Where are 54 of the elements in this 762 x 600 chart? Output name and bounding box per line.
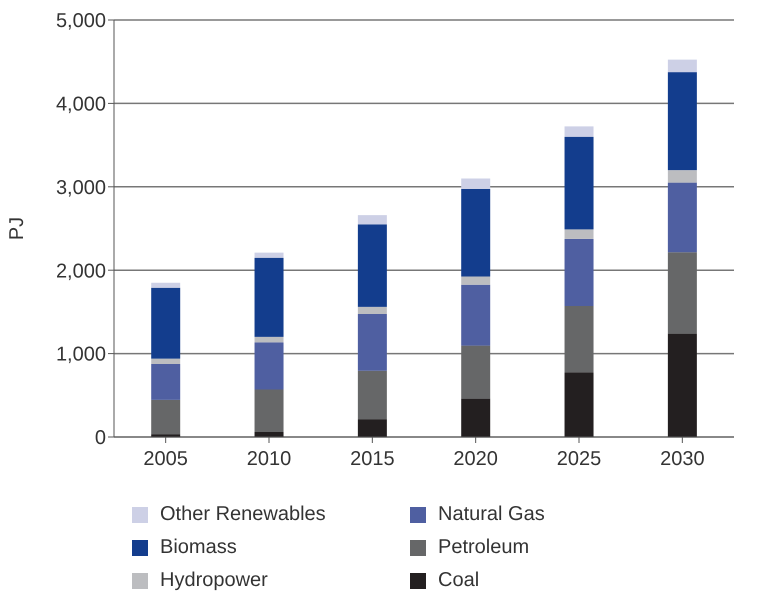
legend-label: Biomass bbox=[160, 536, 237, 559]
x-tick-label: 2030 bbox=[660, 448, 705, 470]
legend-label: Natural Gas bbox=[438, 503, 545, 526]
x-tick-label: 2010 bbox=[246, 448, 292, 470]
bar bbox=[461, 284, 490, 346]
bar bbox=[564, 229, 594, 239]
bar bbox=[358, 419, 387, 437]
bar bbox=[358, 215, 387, 224]
bar bbox=[668, 72, 697, 170]
legend-label: Other Renewables bbox=[160, 503, 326, 526]
x-tick-label: 2025 bbox=[556, 448, 602, 470]
bar bbox=[254, 342, 284, 390]
y-tick-label: 0 bbox=[94, 427, 106, 450]
bar bbox=[358, 306, 387, 314]
bar bbox=[461, 398, 490, 437]
bar bbox=[668, 252, 697, 334]
x-tick-label: 2005 bbox=[143, 448, 188, 470]
bar bbox=[254, 432, 284, 437]
y-tick-label: 3,000 bbox=[56, 176, 106, 199]
bar bbox=[254, 336, 284, 342]
bar bbox=[564, 306, 594, 372]
bar bbox=[668, 334, 697, 437]
legend-label: Hydropower bbox=[160, 569, 268, 592]
bar bbox=[461, 178, 490, 189]
legend-label: Petroleum bbox=[438, 536, 530, 559]
bar bbox=[151, 400, 180, 434]
y-tick-label: 1,000 bbox=[56, 344, 106, 366]
x-tick-label: 2015 bbox=[350, 448, 395, 470]
bar bbox=[358, 314, 387, 371]
y-tick-label: 5,000 bbox=[56, 10, 106, 32]
bar bbox=[564, 136, 594, 230]
y-tick-label: 4,000 bbox=[56, 94, 106, 116]
bar bbox=[668, 182, 697, 252]
bar bbox=[461, 188, 490, 276]
y-tick-label: 2,000 bbox=[56, 260, 106, 282]
bar bbox=[151, 282, 180, 288]
bar bbox=[151, 288, 180, 359]
legend-label: Coal bbox=[438, 569, 480, 592]
bar bbox=[151, 358, 180, 364]
bar bbox=[564, 238, 594, 306]
x-tick-label: 2020 bbox=[453, 448, 498, 470]
bar bbox=[254, 258, 284, 337]
bar bbox=[668, 60, 697, 72]
bar bbox=[564, 126, 594, 137]
bar bbox=[358, 370, 387, 420]
bar bbox=[564, 372, 594, 437]
y-axis-title: PJ bbox=[6, 216, 28, 240]
bar bbox=[254, 252, 284, 258]
bar bbox=[358, 224, 387, 307]
bar bbox=[254, 389, 284, 432]
bar bbox=[461, 346, 490, 399]
bar bbox=[151, 364, 180, 400]
bar bbox=[461, 276, 490, 285]
bar bbox=[668, 170, 697, 183]
